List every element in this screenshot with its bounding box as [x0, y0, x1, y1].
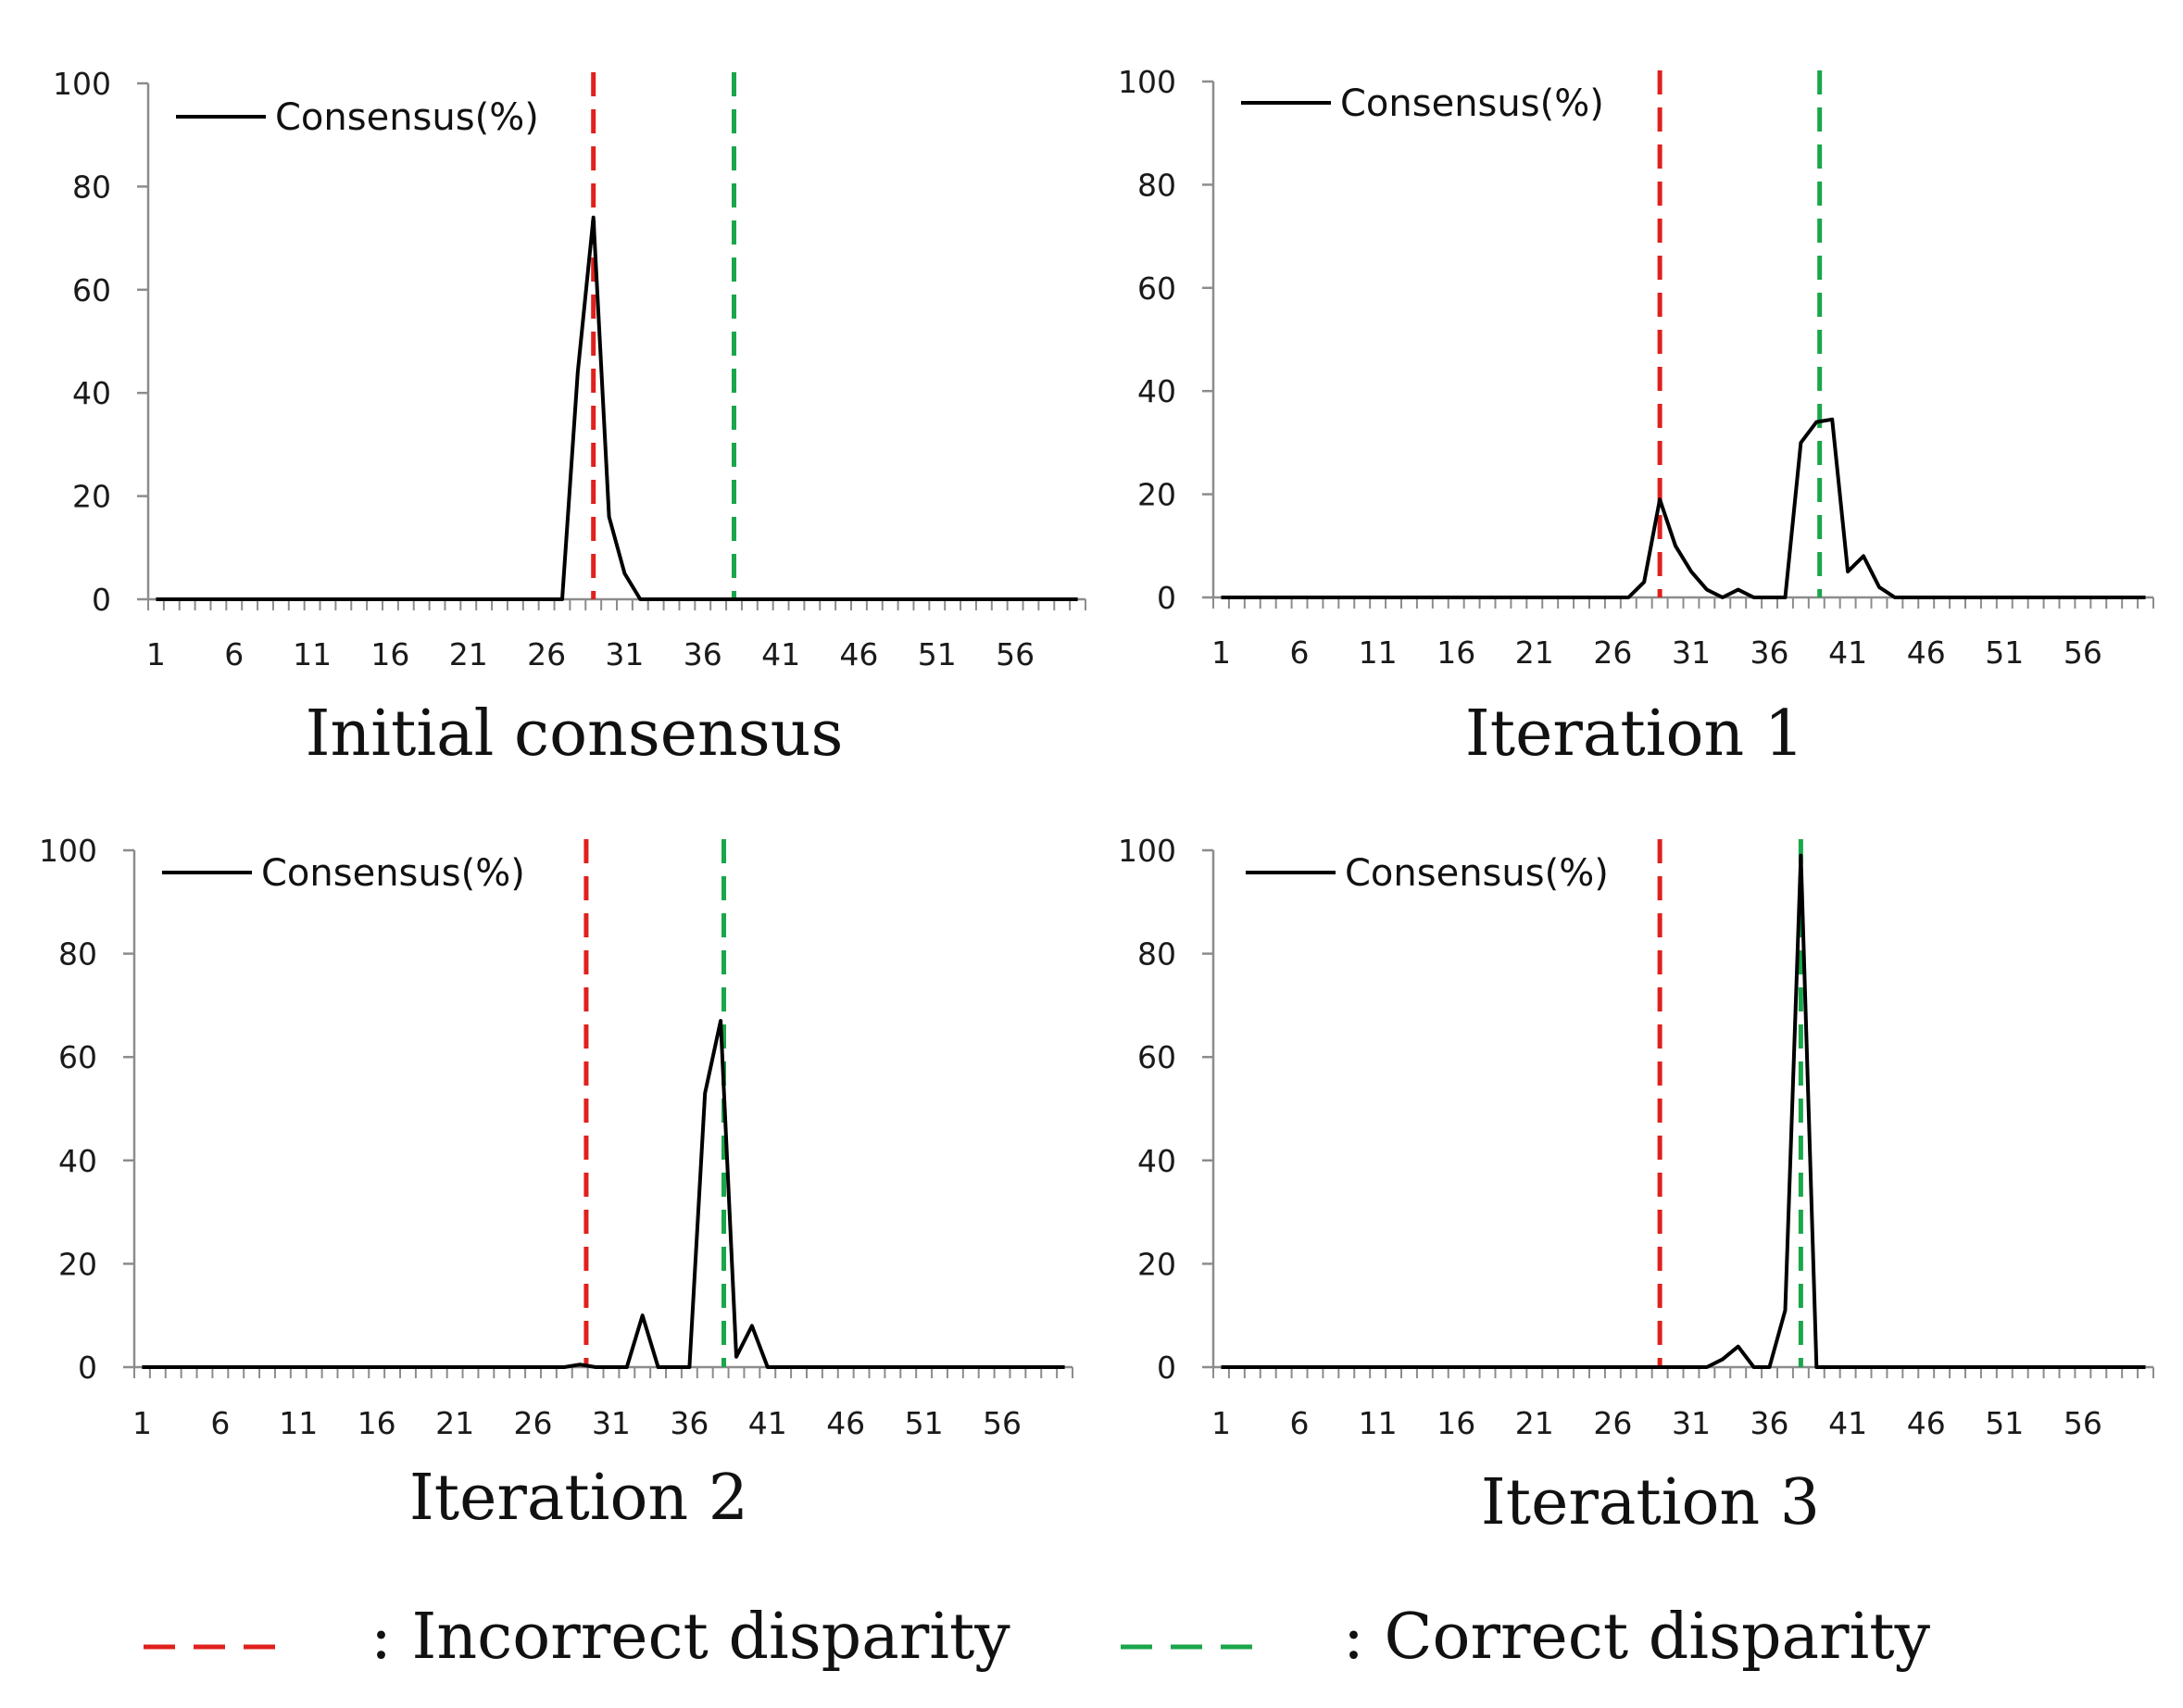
x-tick-label: 6	[1290, 1405, 1310, 1441]
y-tick-label: 20	[1137, 477, 1176, 513]
panel-title: Iteration 3	[1481, 1466, 1820, 1539]
consensus-series-line	[1221, 853, 2146, 1369]
y-tick-label: 20	[72, 479, 111, 515]
y-tick-label: 80	[72, 169, 111, 205]
y-tick-label: 40	[1137, 1143, 1176, 1179]
legend-label: Consensus(%)	[1340, 82, 1604, 125]
y-tick-label: 60	[72, 272, 111, 308]
x-tick-label: 36	[1750, 1405, 1789, 1441]
y-tick-label: 0	[1157, 1350, 1176, 1386]
x-tick-label: 16	[370, 636, 409, 672]
x-tick-label: 11	[279, 1405, 318, 1441]
y-tick-label: 100	[39, 833, 97, 869]
x-tick-label: 56	[996, 636, 1035, 672]
x-tick-label: 31	[605, 636, 644, 672]
consensus-series-line	[142, 1019, 1065, 1369]
x-tick-label: 11	[1359, 1405, 1398, 1441]
x-tick-label: 21	[1515, 1405, 1554, 1441]
correct-disparity-label: : Correct disparity	[1343, 1601, 1931, 1674]
x-tick-label: 31	[1672, 1405, 1711, 1441]
x-tick-label: 31	[1672, 634, 1711, 671]
x-tick-label: 51	[1985, 634, 2024, 671]
x-tick-label: 16	[1437, 634, 1475, 671]
y-tick-label: 0	[1157, 580, 1176, 616]
x-tick-label: 41	[1828, 634, 1867, 671]
y-tick-label: 100	[1118, 833, 1176, 869]
x-tick-label: 16	[358, 1405, 396, 1441]
y-tick-label: 20	[1137, 1246, 1176, 1282]
y-tick-label: 60	[1137, 270, 1176, 307]
x-tick-label: 21	[449, 636, 488, 672]
x-tick-label: 6	[224, 636, 244, 672]
x-tick-label: 11	[293, 636, 332, 672]
x-tick-label: 21	[435, 1405, 474, 1441]
x-tick-label: 51	[1985, 1405, 2024, 1441]
y-tick-label: 80	[1137, 167, 1176, 203]
y-tick-label: 60	[1137, 1039, 1176, 1075]
x-tick-label: 41	[1828, 1405, 1867, 1441]
x-tick-label: 41	[748, 1405, 787, 1441]
x-tick-label: 6	[210, 1405, 230, 1441]
x-tick-label: 46	[839, 636, 878, 672]
legend-label: Consensus(%)	[275, 96, 539, 139]
x-tick-label: 41	[761, 636, 800, 672]
x-tick-label: 31	[592, 1405, 631, 1441]
x-tick-label: 1	[132, 1405, 152, 1441]
x-tick-label: 21	[1515, 634, 1554, 671]
x-tick-label: 26	[527, 636, 566, 672]
consensus-series-line	[1221, 417, 2146, 599]
y-tick-label: 40	[58, 1143, 97, 1179]
x-tick-label: 6	[1290, 634, 1310, 671]
x-tick-label: 36	[1750, 634, 1789, 671]
y-tick-label: 80	[1137, 936, 1176, 973]
x-tick-label: 56	[2064, 634, 2102, 671]
disparity-legend: : Incorrect disparity : Correct disparit…	[144, 1601, 1931, 1674]
panel-title: Iteration 1	[1465, 697, 1804, 771]
x-tick-label: 26	[1593, 634, 1632, 671]
y-tick-label: 100	[1118, 64, 1176, 100]
x-tick-label: 16	[1437, 1405, 1475, 1441]
x-tick-label: 51	[918, 636, 957, 672]
y-tick-label: 0	[78, 1350, 97, 1386]
x-tick-label: 1	[1211, 634, 1231, 671]
x-tick-label: 46	[1907, 1405, 1946, 1441]
x-tick-label: 36	[670, 1405, 709, 1441]
x-tick-label: 26	[1593, 1405, 1632, 1441]
panel-title: Iteration 2	[409, 1462, 748, 1535]
x-tick-label: 51	[905, 1405, 944, 1441]
y-tick-label: 100	[53, 66, 111, 102]
x-tick-label: 26	[514, 1405, 553, 1441]
y-tick-label: 80	[58, 936, 97, 973]
x-tick-label: 11	[1359, 634, 1398, 671]
x-tick-label: 46	[1907, 634, 1946, 671]
consensus-series-line	[156, 215, 1078, 601]
x-tick-label: 56	[2064, 1405, 2102, 1441]
x-tick-label: 1	[1211, 1405, 1231, 1441]
legend-label: Consensus(%)	[261, 852, 525, 895]
y-tick-label: 0	[92, 582, 111, 618]
x-tick-label: 56	[983, 1405, 1022, 1441]
x-tick-label: 46	[826, 1405, 865, 1441]
legend-label: Consensus(%)	[1345, 852, 1609, 895]
y-tick-label: 40	[72, 375, 111, 411]
y-tick-label: 60	[58, 1039, 97, 1075]
y-tick-label: 40	[1137, 373, 1176, 409]
panel-title: Initial consensus	[306, 697, 844, 771]
x-tick-label: 1	[146, 636, 166, 672]
x-tick-label: 36	[684, 636, 722, 672]
incorrect-disparity-label: : Incorrect disparity	[370, 1601, 1010, 1674]
y-tick-label: 20	[58, 1246, 97, 1282]
